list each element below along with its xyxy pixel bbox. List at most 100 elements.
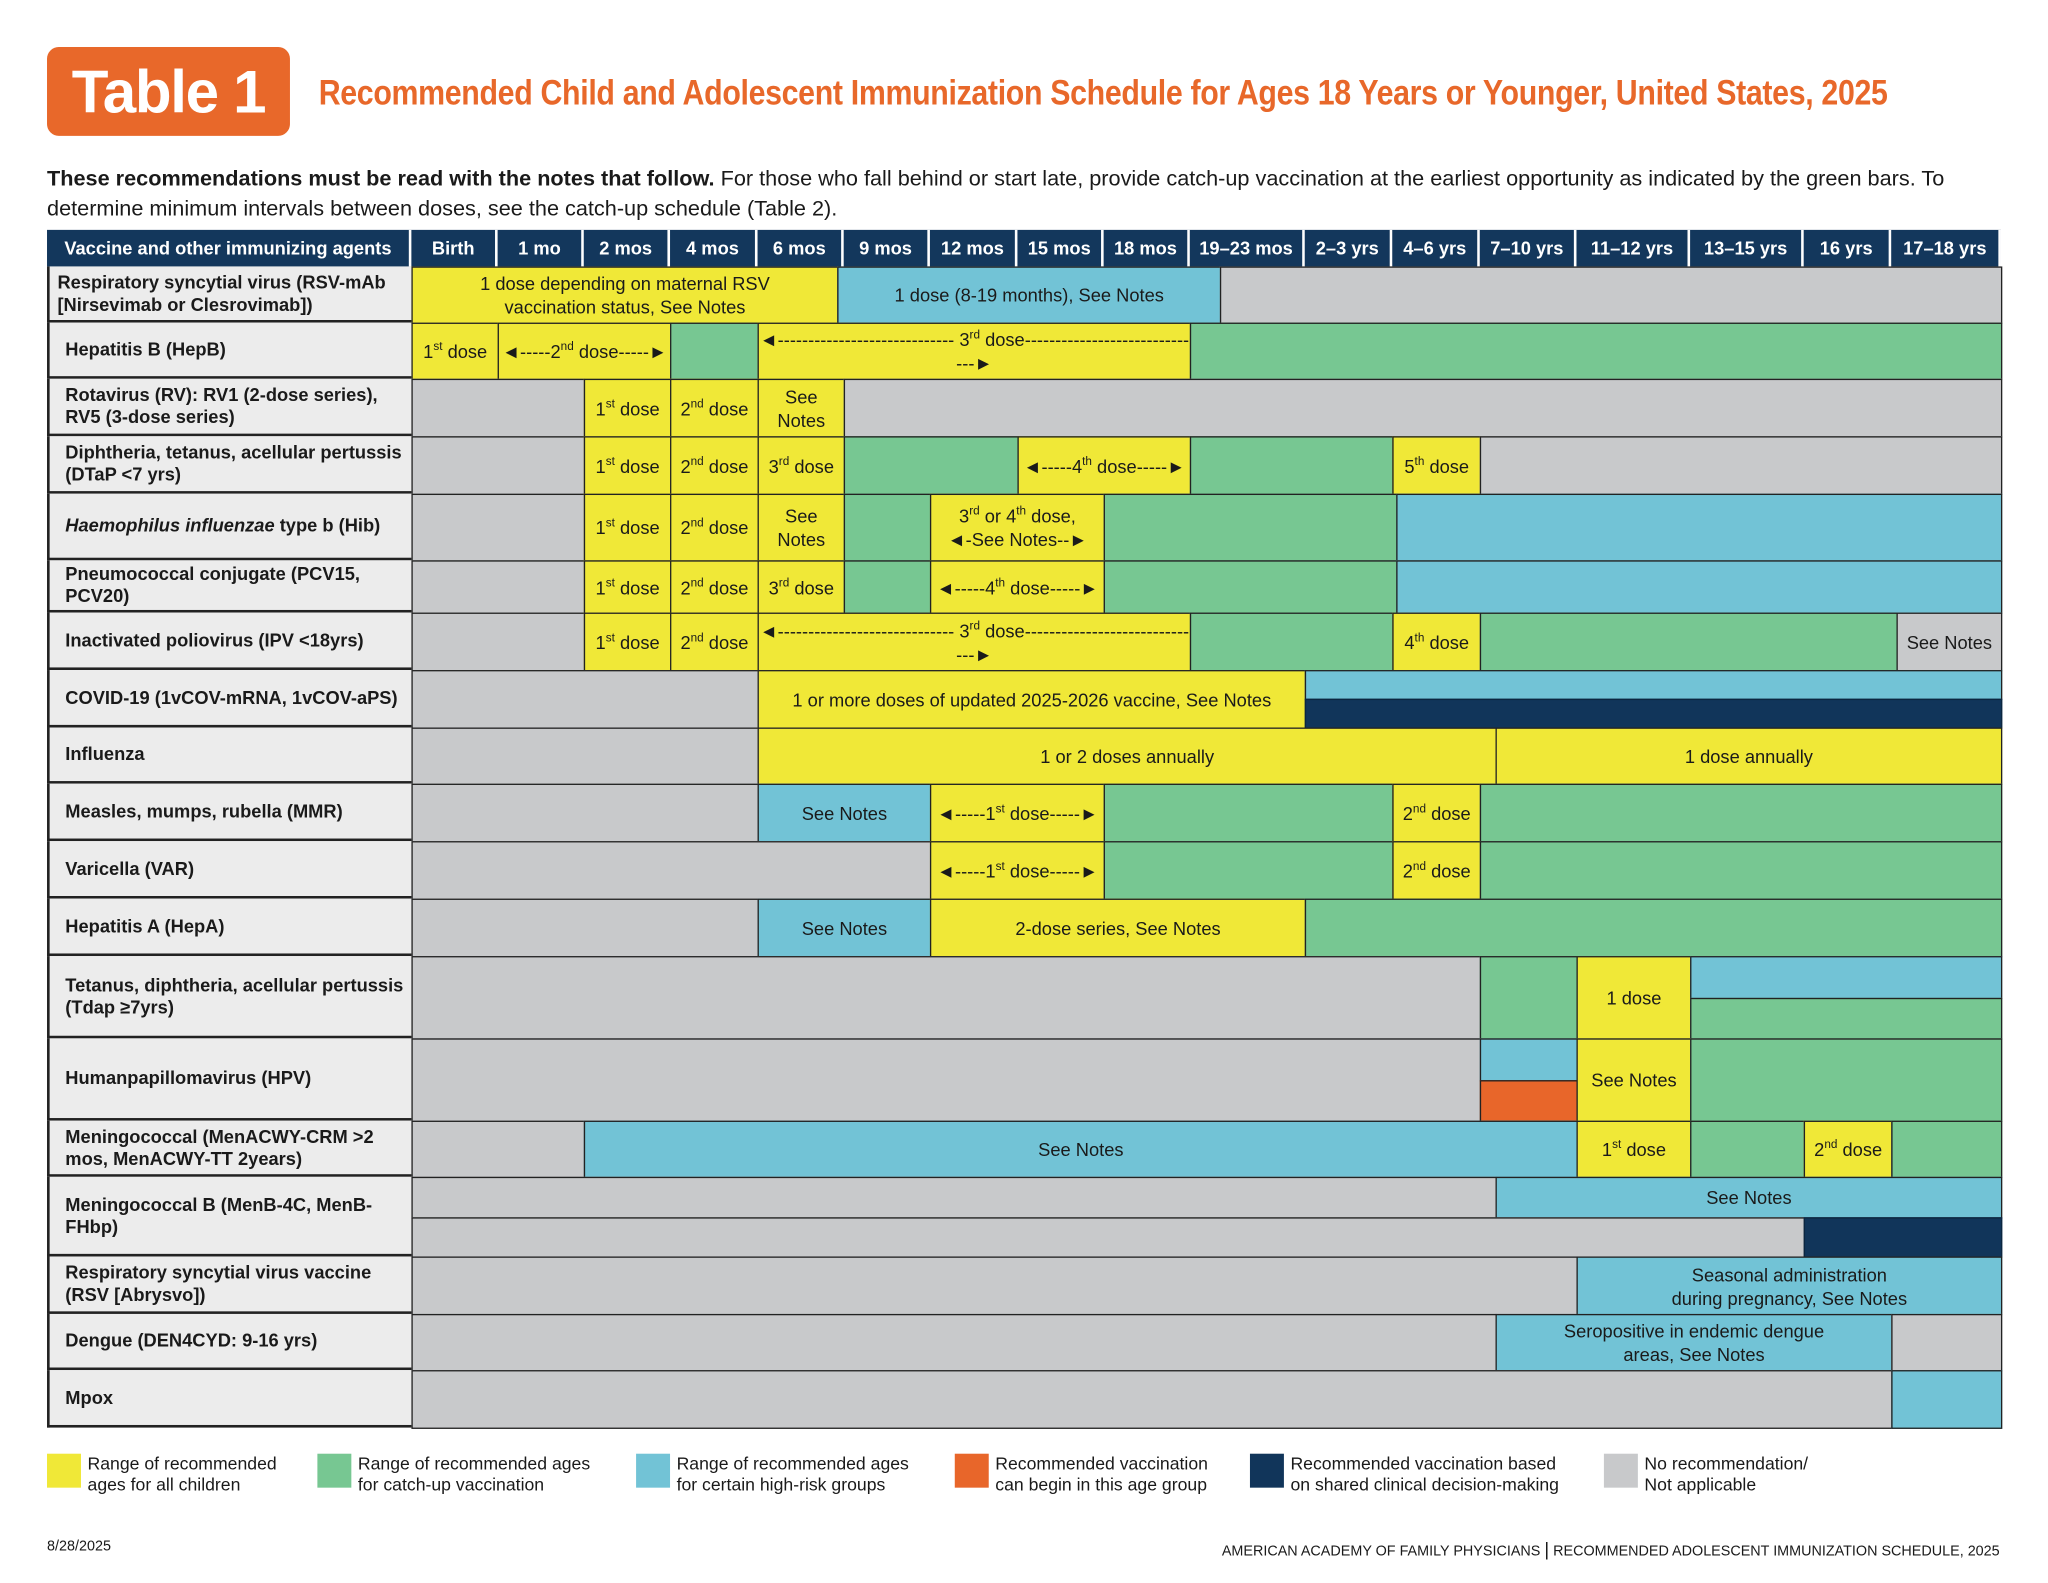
bar-text: 1st dose	[595, 630, 660, 653]
schedule-bar-not-applicable	[411, 1120, 586, 1179]
bar-text: 2nd dose	[680, 396, 749, 419]
schedule-bar-not-applicable	[411, 670, 759, 729]
schedule-bar-not-applicable	[411, 1176, 1497, 1219]
column-header-1-mo: 1 mo	[497, 229, 584, 267]
row-label: Hepatitis A (HepA)	[47, 898, 412, 957]
legend-item: Range of recommended ages for all childr…	[47, 1453, 277, 1496]
column-header-19-23-mos: 19–23 mos	[1189, 229, 1305, 267]
row-label-text: Pneumococcal conjugate (PCV15, PCV20)	[65, 562, 360, 607]
schedule-bar-recommended: 2nd dose	[670, 493, 759, 562]
schedule-bar-not-applicable	[411, 612, 586, 672]
column-header-4-6-yrs: 4–6 yrs	[1392, 229, 1480, 267]
schedule-bar-recommended: 1 dose depending on maternal RSV vaccina…	[411, 266, 839, 324]
schedule-bar-catch-up	[843, 560, 932, 614]
schedule-bar-recommended: 1st dose	[1576, 1120, 1692, 1179]
schedule-bar-recommended: 1 dose	[1576, 956, 1692, 1040]
row-label-text: Humanpapillomavirus (HPV)	[65, 1067, 312, 1088]
bar-text: 2nd dose	[680, 630, 749, 653]
ordinal-suffix: nd	[1412, 858, 1426, 872]
schedule-bar-not-applicable	[411, 1370, 1893, 1429]
bar-text: Seasonal administration during pregnancy…	[1671, 1263, 1908, 1309]
schedule-bar-shared-decision	[1304, 698, 2003, 729]
schedule-bar-high-risk	[1690, 956, 2003, 1000]
ordinal-suffix: nd	[690, 630, 704, 644]
bar-text: 4th dose	[1404, 630, 1470, 653]
legend-item: Recommended vaccination based on shared …	[1249, 1453, 1559, 1496]
ordinal-suffix: st	[605, 630, 615, 644]
schedule-bar-recommended: 2nd dose	[670, 612, 759, 672]
legend-label: Range of recommended ages for all childr…	[87, 1453, 277, 1495]
bar-text: 4th dose	[937, 575, 1099, 599]
row-label-text: Meningococcal (MenACWY-CRM >2 mos, MenAC…	[65, 1125, 374, 1169]
column-header-13-15-yrs: 13–15 yrs	[1690, 229, 1804, 267]
bar-text: 2nd dose	[680, 575, 749, 598]
ordinal-suffix: nd	[560, 339, 574, 353]
bar-text: 1 dose (8-19 months), See Notes	[894, 284, 1164, 306]
schedule-bar-catch-up	[1690, 1038, 2003, 1122]
row-label: Diphtheria, tetanus, acellular pertussis…	[47, 436, 412, 494]
column-header-18-mos: 18 mos	[1103, 229, 1190, 267]
schedule-bar-recommended: 1st dose	[583, 612, 672, 672]
schedule-bar-high-risk: See Notes	[1495, 1176, 2003, 1219]
schedule-bar-recommended: 3rd dose	[757, 322, 1192, 381]
row-label: Pneumococcal conjugate (PCV15, PCV20)	[47, 560, 412, 613]
ordinal-suffix: rd	[969, 504, 980, 518]
ordinal-suffix: th	[1082, 453, 1092, 467]
legend-item: Recommended vaccination can begin in thi…	[954, 1453, 1208, 1496]
legend-label: Recommended vaccination based on shared …	[1290, 1453, 1559, 1495]
ordinal-suffix: rd	[969, 327, 980, 341]
row-label-text: Rotavirus (RV): RV1 (2-dose series), RV5…	[65, 383, 378, 428]
bar-text: 4th dose	[1023, 454, 1185, 478]
footer-date: 8/28/2025	[47, 1538, 111, 1555]
legend-swatch	[317, 1453, 352, 1488]
schedule-bar-catch-up	[1479, 783, 2003, 843]
schedule-bar-recommended: 2nd dose	[497, 322, 672, 381]
schedule-bar-high-risk: See Notes	[757, 898, 932, 958]
bar-text: 2nd dose	[680, 453, 749, 477]
bar-text: 1st dose	[595, 396, 660, 419]
schedule-bar-catch-up	[1479, 612, 1898, 672]
schedule-bar-catch-up	[1189, 322, 2003, 381]
ordinal-suffix: th	[1414, 630, 1425, 644]
schedule-bar-recommended: 5th dose	[1392, 436, 1482, 496]
schedule-bar-catch-up	[1891, 1120, 2003, 1179]
schedule-bar-recommended: 3rd or 4th dose,See Notes	[929, 493, 1105, 562]
footer-credit: AMERICAN ACADEMY OF FAMILY PHYSICIANS | …	[1222, 1539, 2000, 1560]
schedule-bar-not-applicable	[411, 1256, 1578, 1316]
column-header-16-yrs: 16 yrs	[1803, 229, 1892, 267]
ordinal-suffix: st	[605, 515, 615, 529]
bar-text: See Notes	[1591, 1069, 1677, 1091]
schedule-bar-catch-up	[670, 322, 759, 381]
legend-item: Range of recommended ages for catch-up v…	[317, 1453, 590, 1496]
schedule-bar-recommended: 2-dose series, See Notes	[929, 898, 1307, 958]
intro-text: These recommendations must be read with …	[47, 163, 2006, 223]
schedule-bar-catch-up	[1189, 436, 1394, 496]
bar-text: 5th dose	[1404, 453, 1470, 477]
ordinal-suffix: nd	[690, 515, 704, 529]
schedule-bar-not-applicable	[411, 727, 759, 785]
row-label-text: Dengue (DEN4CYD: 9-16 yrs)	[65, 1329, 318, 1351]
bar-text: 2nd dose	[1402, 858, 1471, 881]
ordinal-suffix: th	[1016, 504, 1027, 518]
row-label-text: Inactivated poliovirus (IPV <18yrs)	[65, 628, 364, 650]
schedule-bar-recommended: See Notes	[757, 493, 846, 562]
bar-text: See Notes	[801, 802, 888, 824]
ordinal-suffix: nd	[1412, 801, 1426, 815]
bar-text: See Notes	[801, 917, 888, 939]
schedule-bar-recommended: 1st dose	[583, 493, 672, 562]
bar-text: See Notes	[777, 505, 826, 550]
column-header-vaccine-and-other-immunizing-agents: Vaccine and other immunizing agents	[47, 229, 412, 267]
bar-text: 3rd dose	[759, 328, 1190, 375]
schedule-bar-catch-up	[1479, 841, 2003, 900]
bar-arrow-text: See Notes	[948, 529, 1088, 550]
row-label-text: Haemophilus influenzae type b (Hib)	[65, 514, 381, 536]
bar-text: 2nd dose	[1814, 1137, 1883, 1160]
schedule-bar-recommended: 1st dose	[583, 436, 672, 496]
schedule-bar-recommended: 2nd dose	[1392, 783, 1482, 843]
schedule-bar-not-applicable	[411, 560, 586, 614]
schedule-bar-not-applicable	[411, 1038, 1482, 1122]
column-header-12-mos: 12 mos	[929, 229, 1018, 267]
row-label: Measles, mumps, rubella (MMR)	[47, 783, 412, 842]
schedule-bar-not-applicable	[411, 493, 586, 562]
column-header-9-mos: 9 mos	[843, 229, 930, 267]
